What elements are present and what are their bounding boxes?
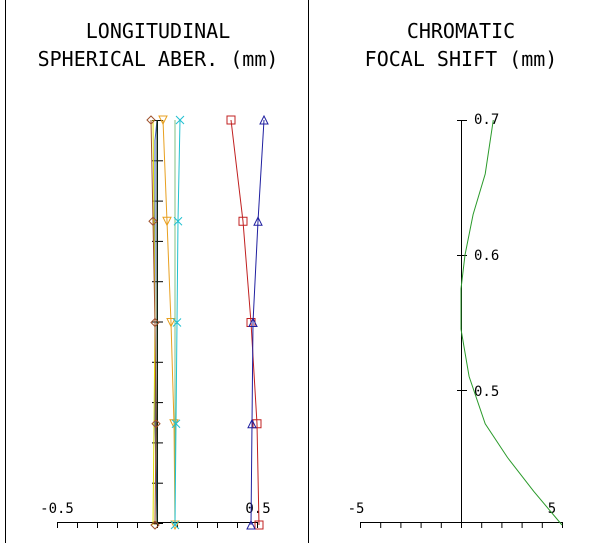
series-marker (173, 216, 183, 226)
series-marker (146, 115, 156, 125)
series-marker (148, 216, 158, 226)
series-marker (151, 419, 161, 429)
chromatic-series-group (460, 119, 563, 526)
spherical-series-line (162, 119, 176, 526)
series-marker (247, 418, 257, 429)
series-marker (166, 318, 176, 328)
series-marker (175, 115, 185, 125)
chromatic-ytick-label-0.6: 0.6 (474, 248, 499, 264)
spherical-series-7 (226, 115, 264, 530)
spherical-series-3 (146, 115, 161, 530)
chromatic-title-line2: FOCAL SHIFT (mm) (365, 47, 558, 71)
chromatic-axes: -5 5 0.7 0.6 0.5 (348, 112, 563, 528)
chromatic-ytick-label-0.7: 0.7 (474, 112, 499, 128)
series-marker (254, 520, 264, 530)
spherical-series-group (146, 114, 269, 531)
series-marker (248, 317, 258, 327)
series-marker (171, 419, 181, 429)
spherical-series-line (250, 119, 265, 526)
series-marker (150, 520, 160, 530)
series-marker (162, 216, 172, 227)
spherical-xtick-label-max: 0.5 (245, 501, 270, 517)
chromatic-ytick-label-0.5: 0.5 (474, 384, 499, 400)
series-marker (226, 115, 236, 125)
chromatic-title-line1: CHROMATIC (407, 19, 515, 43)
series-marker (252, 419, 262, 429)
chromatic-series-line-0 (460, 119, 563, 526)
spherical-xtick-label-min: -0.5 (40, 501, 74, 517)
series-marker (238, 216, 248, 226)
series-marker (158, 115, 168, 126)
series-marker (253, 216, 263, 226)
spherical-series-8 (246, 114, 269, 530)
series-marker (170, 520, 180, 530)
series-marker (172, 318, 182, 327)
series-marker (246, 519, 256, 530)
chromatic-xtick-label-min: -5 (348, 501, 365, 517)
spherical-title-line1: LONGITUDINAL (86, 19, 231, 43)
series-marker (150, 317, 160, 328)
chromatic-xtick-label-max: 5 (548, 501, 556, 517)
spherical-series-line (150, 119, 157, 526)
spherical-series-6 (170, 115, 185, 530)
series-marker (259, 114, 269, 125)
spherical-title-line2: SPHERICAL ABER. (mm) (38, 47, 279, 71)
